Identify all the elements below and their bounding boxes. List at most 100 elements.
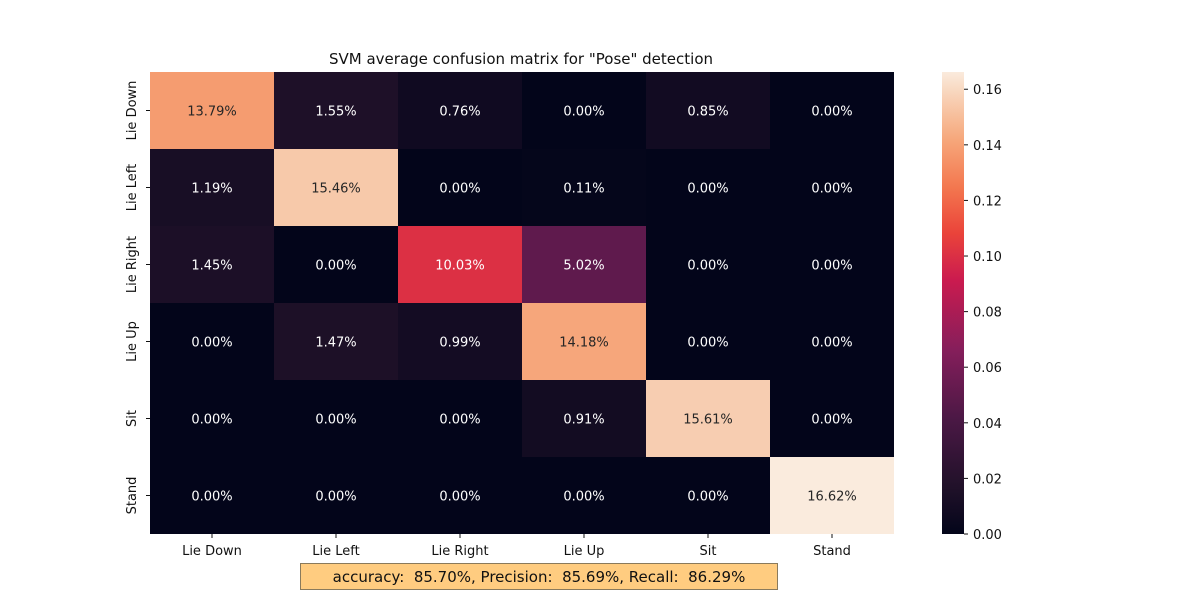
cell-label: 0.11%	[563, 182, 604, 197]
heatmap-cell	[522, 149, 646, 226]
cell-label: 0.76%	[439, 105, 480, 120]
cell-label: 15.46%	[311, 182, 361, 197]
heatmap-cell	[522, 303, 646, 380]
colorbar-tick-label: 0.00	[973, 528, 1002, 543]
heatmap-cell	[398, 380, 522, 457]
heatmap-cell	[274, 457, 398, 534]
heatmap-cell	[150, 303, 274, 380]
heatmap-cell	[646, 457, 770, 534]
cell-label: 0.85%	[687, 105, 728, 120]
cell-label: 0.00%	[811, 105, 852, 120]
cell-label: 0.00%	[563, 490, 604, 505]
cell-label: 0.99%	[439, 336, 480, 351]
heatmap-cell	[398, 457, 522, 534]
cell-label: 0.00%	[439, 413, 480, 428]
cell-label: 0.00%	[439, 182, 480, 197]
heatmap-cell	[770, 457, 894, 534]
heatmap-cell	[522, 72, 646, 149]
heatmap-cell	[274, 149, 398, 226]
cell-label: 16.62%	[807, 490, 857, 505]
colorbar-tick-label: 0.12	[973, 194, 1002, 209]
metrics-box: accuracy: 85.70%, Precision: 85.69%, Rec…	[300, 563, 778, 590]
y-tick-label: Lie Left	[125, 164, 140, 211]
cell-label: 1.45%	[191, 259, 232, 274]
cell-label: 0.00%	[811, 182, 852, 197]
cell-label: 1.47%	[315, 336, 356, 351]
colorbar-tick-label: 0.08	[973, 306, 1002, 321]
x-tick-label: Lie Right	[431, 544, 488, 559]
heatmap-cell	[398, 72, 522, 149]
heatmap-cell	[646, 380, 770, 457]
heatmap-cell	[522, 380, 646, 457]
heatmap-cell	[770, 72, 894, 149]
heatmap-cell	[646, 226, 770, 303]
cell-label: 0.00%	[811, 259, 852, 274]
cell-label: 0.00%	[439, 490, 480, 505]
y-tick-label: Stand	[125, 477, 140, 515]
heatmap-cell	[522, 457, 646, 534]
heatmap-cell	[770, 149, 894, 226]
heatmap-cell	[398, 303, 522, 380]
heatmap-cell	[646, 72, 770, 149]
cell-label: 0.00%	[811, 413, 852, 428]
x-tick-label: Lie Left	[312, 544, 359, 559]
cell-label: 14.18%	[559, 336, 609, 351]
x-tick-label: Lie Down	[182, 544, 242, 559]
y-tick-label: Lie Right	[125, 236, 140, 293]
y-axis: Lie Down Lie Left Lie Right Lie Up Sit Stand	[125, 81, 150, 515]
cell-label: 0.00%	[687, 490, 728, 505]
x-axis: Lie Down Lie Left Lie Right Lie Up Sit Stand	[182, 534, 851, 559]
heatmap-cell	[646, 303, 770, 380]
heatmap-cell	[398, 226, 522, 303]
heatmap-cell	[274, 226, 398, 303]
cell-label: 0.00%	[191, 413, 232, 428]
colorbar-tick-label: 0.14	[973, 139, 1002, 154]
cell-label: 0.00%	[315, 490, 356, 505]
heatmap-cell	[770, 303, 894, 380]
heatmap-cell	[770, 380, 894, 457]
heatmap-cell	[150, 72, 274, 149]
cell-label: 10.03%	[435, 259, 485, 274]
x-tick-label: Lie Up	[564, 544, 605, 559]
y-tick-label: Lie Up	[125, 321, 140, 362]
cell-label: 15.61%	[683, 413, 733, 428]
cell-label: 0.00%	[687, 336, 728, 351]
colorbar-tick-label: 0.10	[973, 250, 1002, 265]
heatmap-cell	[522, 226, 646, 303]
cell-label: 0.00%	[687, 182, 728, 197]
heatmap-cell	[398, 149, 522, 226]
cell-label: 1.55%	[315, 105, 356, 120]
cell-label: 0.00%	[315, 259, 356, 274]
heatmap-cell	[274, 303, 398, 380]
heatmap-cell	[770, 226, 894, 303]
x-tick-label: Stand	[813, 544, 851, 559]
heatmap-cells: 13.79% 1.55% 0.76% 0.00% 0.85% 0.00% 1.19% 15.4…	[150, 72, 894, 534]
cell-label: 1.19%	[191, 182, 232, 197]
x-tick-label: Sit	[700, 544, 717, 559]
cell-label: 0.91%	[563, 413, 604, 428]
heatmap-cell	[274, 380, 398, 457]
y-tick-label: Sit	[125, 410, 140, 427]
colorbar-axis: 0.00 0.02 0.04 0.06 0.08 0.10 0.12 0.14 0.16	[964, 83, 1002, 543]
colorbar-tick-label: 0.16	[973, 83, 1002, 98]
cell-label: 0.00%	[563, 105, 604, 120]
cell-label: 0.00%	[315, 413, 356, 428]
heatmap-cell	[274, 72, 398, 149]
colorbar-tick-label: 0.02	[973, 472, 1002, 487]
heatmap-cell	[150, 226, 274, 303]
cell-label: 5.02%	[563, 259, 604, 274]
cell-label: 0.00%	[191, 490, 232, 505]
metrics-text: accuracy: 85.70%, Precision: 85.69%, Rec…	[332, 567, 746, 586]
cell-label: 0.00%	[687, 259, 728, 274]
colorbar-tick-label: 0.04	[973, 417, 1002, 432]
colorbar	[942, 72, 964, 534]
cell-label: 0.00%	[191, 336, 232, 351]
colorbar-tick-label: 0.06	[973, 361, 1002, 376]
heatmap-cell	[150, 380, 274, 457]
cell-label: 13.79%	[187, 105, 237, 120]
heatmap-cell	[646, 149, 770, 226]
y-tick-label: Lie Down	[125, 81, 140, 141]
chart-title: SVM average confusion matrix for "Pose" …	[329, 50, 713, 68]
heatmap-cell	[150, 457, 274, 534]
